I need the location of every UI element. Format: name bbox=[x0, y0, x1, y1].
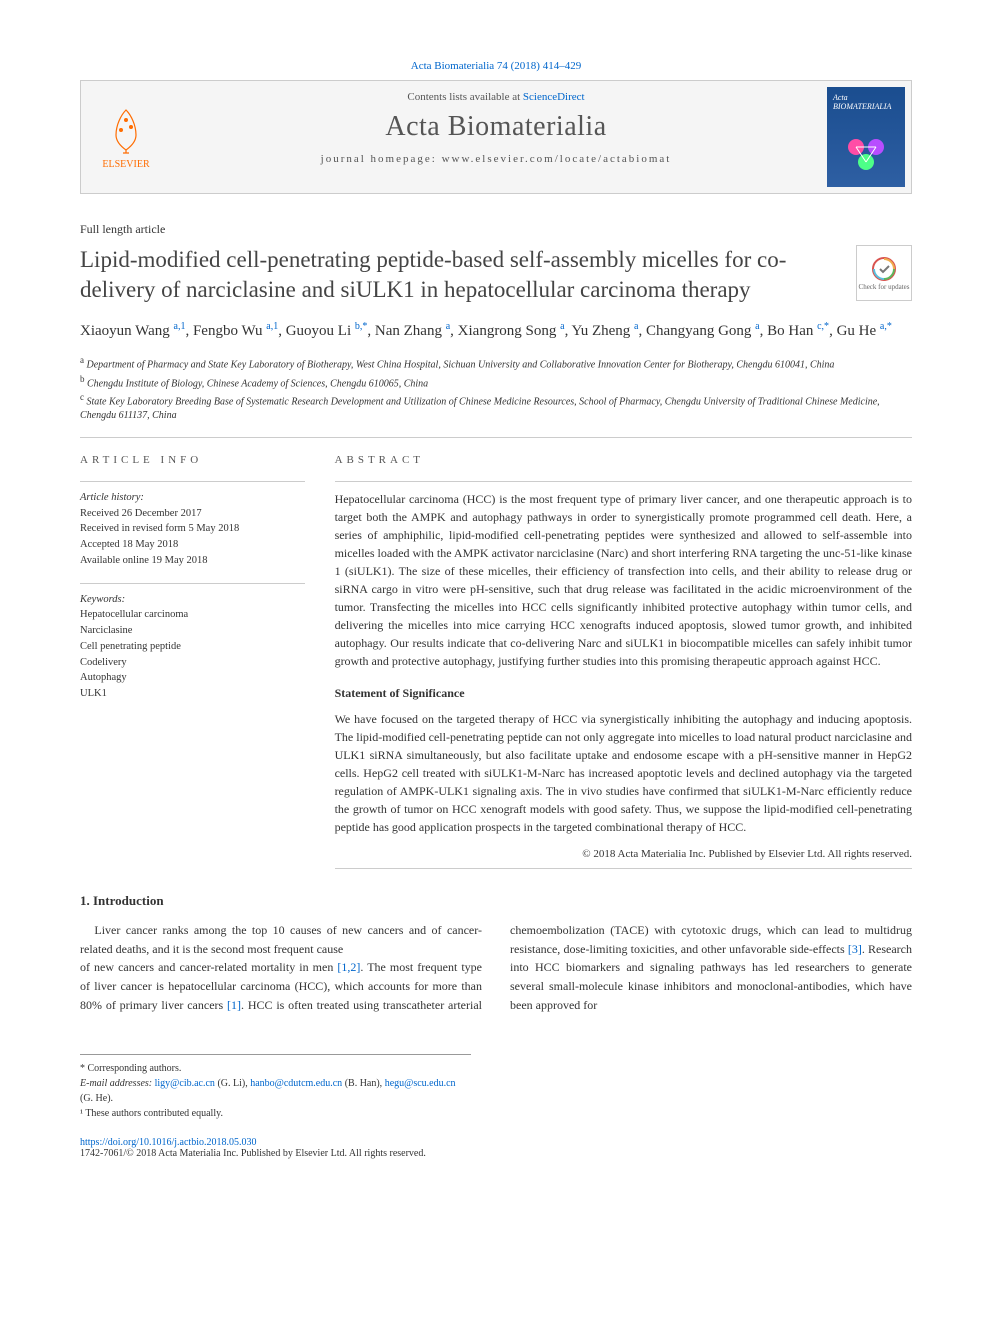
check-updates-icon bbox=[870, 255, 898, 283]
affiliation-c: c State Key Laboratory Breeding Base of … bbox=[80, 391, 912, 423]
journal-banner: ELSEVIER Contents lists available at Sci… bbox=[80, 80, 912, 194]
publisher-name: ELSEVIER bbox=[102, 159, 149, 170]
journal-homepage: journal homepage: www.elsevier.com/locat… bbox=[171, 153, 821, 165]
issn-copyright-line: 1742-7061/© 2018 Acta Materialia Inc. Pu… bbox=[80, 1148, 912, 1159]
cover-title: Acta BIOMATERIALIA bbox=[833, 93, 899, 111]
elsevier-tree-icon bbox=[101, 105, 151, 155]
intro-p2-pre: of new cancers and cancer-related mortal… bbox=[80, 960, 337, 974]
abstract-heading: ABSTRACT bbox=[335, 452, 912, 469]
history-text: Received 26 December 2017 Received in re… bbox=[80, 506, 305, 569]
article-title: Lipid-modified cell-penetrating peptide-… bbox=[80, 245, 844, 305]
email-addresses: E-mail addresses: ligy@cib.ac.cn (G. Li)… bbox=[80, 1076, 471, 1106]
article-info-column: ARTICLE INFO Article history: Received 2… bbox=[80, 452, 305, 869]
affiliation-a: a Department of Pharmacy and State Key L… bbox=[80, 354, 912, 372]
publisher-logo-cell: ELSEVIER bbox=[81, 81, 171, 193]
statement-heading: Statement of Significance bbox=[335, 684, 912, 702]
divider bbox=[335, 868, 912, 869]
contents-available-line: Contents lists available at ScienceDirec… bbox=[171, 91, 821, 103]
reference-link-3[interactable]: [3] bbox=[848, 942, 862, 956]
email-link[interactable]: ligy@cib.ac.cn bbox=[155, 1078, 215, 1089]
doi-link[interactable]: https://doi.org/10.1016/j.actbio.2018.05… bbox=[80, 1137, 256, 1148]
publisher-logo[interactable]: ELSEVIER bbox=[101, 105, 151, 170]
check-updates-label: Check for updates bbox=[859, 283, 910, 291]
article-type-label: Full length article bbox=[80, 222, 912, 237]
doi-line: https://doi.org/10.1016/j.actbio.2018.05… bbox=[80, 1137, 912, 1148]
affiliations: a Department of Pharmacy and State Key L… bbox=[80, 354, 912, 423]
abstract-copyright: © 2018 Acta Materialia Inc. Published by… bbox=[335, 846, 912, 863]
affiliation-b: b Chengdu Institute of Biology, Chinese … bbox=[80, 373, 912, 391]
corresponding-authors-note: * Corresponding authors. bbox=[80, 1061, 471, 1076]
journal-name: Acta Biomaterialia bbox=[171, 111, 821, 143]
divider bbox=[80, 481, 305, 482]
check-for-updates-button[interactable]: Check for updates bbox=[856, 245, 912, 301]
email-link[interactable]: hegu@scu.edu.cn bbox=[385, 1078, 456, 1089]
footnotes: * Corresponding authors. E-mail addresse… bbox=[80, 1054, 471, 1121]
statement-body: We have focused on the targeted therapy … bbox=[335, 710, 912, 836]
introduction-body: Liver cancer ranks among the top 10 caus… bbox=[80, 921, 912, 1014]
banner-mid: Contents lists available at ScienceDirec… bbox=[171, 81, 821, 193]
abstract-body: Hepatocellular carcinoma (HCC) is the mo… bbox=[335, 490, 912, 670]
email-link[interactable]: hanbo@cdutcm.edu.cn bbox=[250, 1078, 342, 1089]
homepage-link[interactable]: www.elsevier.com/locate/actabiomat bbox=[442, 153, 672, 165]
email-label: E-mail addresses: bbox=[80, 1078, 152, 1089]
history-label: Article history: bbox=[80, 490, 305, 506]
intro-p1: Liver cancer ranks among the top 10 caus… bbox=[80, 923, 482, 956]
keywords-label: Keywords: bbox=[80, 592, 305, 608]
homepage-label: journal homepage: bbox=[321, 153, 442, 165]
cover-graphic-icon bbox=[841, 127, 891, 177]
divider bbox=[80, 583, 305, 584]
keywords-text: Hepatocellular carcinoma Narciclasine Ce… bbox=[80, 607, 305, 702]
article-info-heading: ARTICLE INFO bbox=[80, 452, 305, 469]
divider bbox=[80, 437, 912, 438]
journal-cover-cell: Acta BIOMATERIALIA bbox=[821, 81, 911, 193]
journal-cover-thumbnail[interactable]: Acta BIOMATERIALIA bbox=[827, 87, 905, 187]
introduction-heading: 1. Introduction bbox=[80, 893, 912, 909]
divider bbox=[335, 481, 912, 482]
citation-link[interactable]: Acta Biomaterialia 74 (2018) 414–429 bbox=[411, 60, 581, 72]
reference-link-12[interactable]: [1,2] bbox=[337, 960, 360, 974]
citation-header: Acta Biomaterialia 74 (2018) 414–429 bbox=[80, 60, 912, 72]
abstract-column: ABSTRACT Hepatocellular carcinoma (HCC) … bbox=[335, 452, 912, 869]
reference-link-1[interactable]: [1] bbox=[227, 998, 241, 1012]
authors-list: Xiaoyun Wang a,1, Fengbo Wu a,1, Guoyou … bbox=[80, 319, 912, 343]
sciencedirect-link[interactable]: ScienceDirect bbox=[523, 91, 585, 103]
equal-contribution-note: ¹ These authors contributed equally. bbox=[80, 1106, 471, 1121]
keywords-block: Keywords: Hepatocellular carcinoma Narci… bbox=[80, 592, 305, 702]
contents-prefix: Contents lists available at bbox=[407, 91, 522, 103]
article-history-block: Article history: Received 26 December 20… bbox=[80, 490, 305, 569]
